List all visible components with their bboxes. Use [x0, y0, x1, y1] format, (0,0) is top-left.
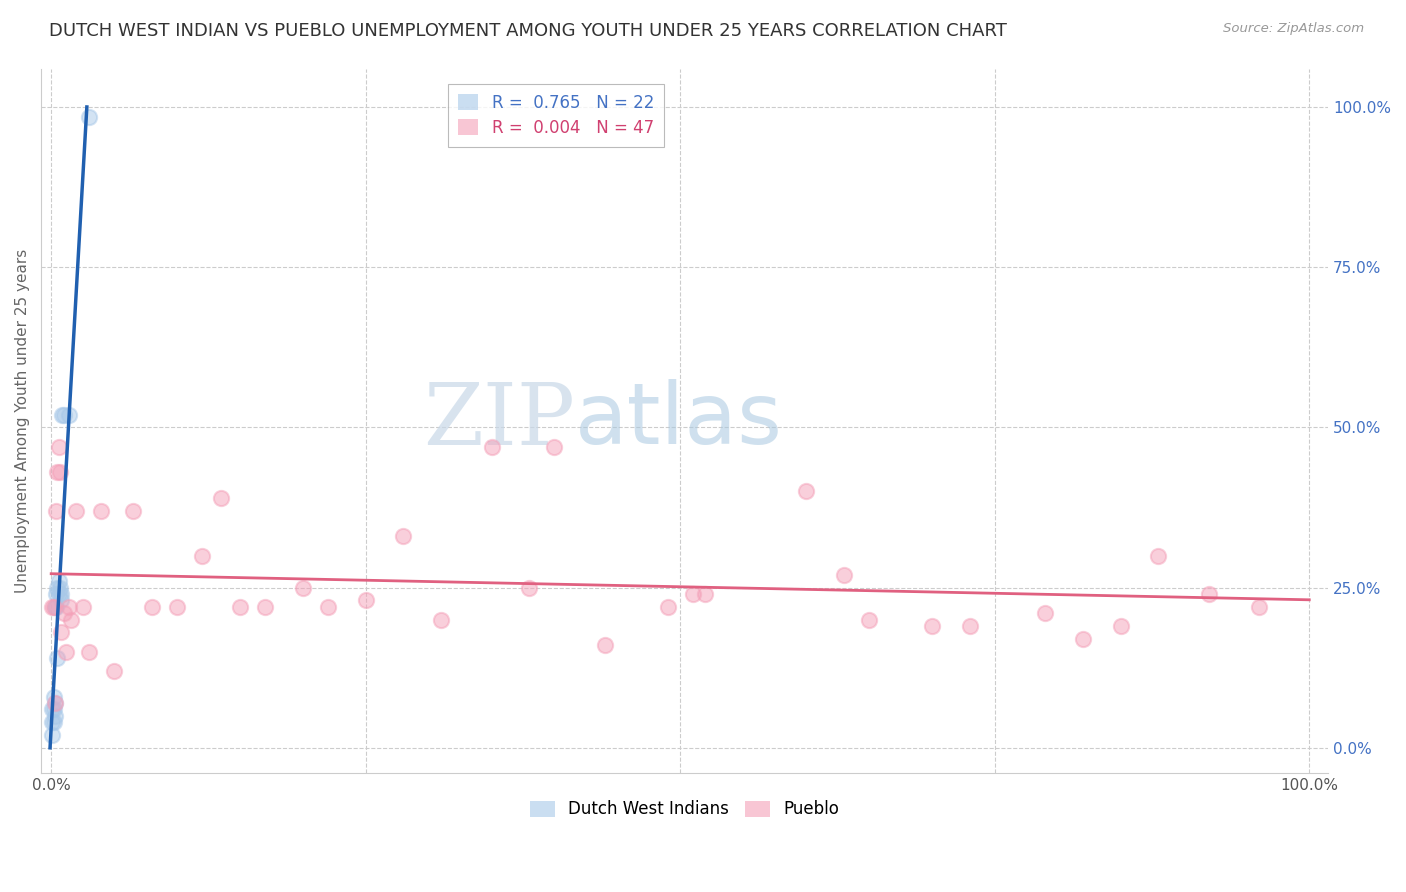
Point: [77, 645, 100, 659]
Point: [51, 587, 73, 601]
Point: [65, 504, 87, 518]
Point: [52, 606, 75, 620]
Point: [1109, 619, 1132, 633]
Point: [794, 484, 817, 499]
Point: [49, 465, 72, 479]
Point: [42, 690, 65, 704]
Point: [72, 599, 94, 614]
Point: [354, 593, 377, 607]
Point: [49, 581, 72, 595]
Point: [45, 504, 67, 518]
Text: atlas: atlas: [575, 379, 783, 462]
Point: [921, 619, 943, 633]
Point: [60, 613, 83, 627]
Point: [1033, 606, 1056, 620]
Point: [41, 715, 63, 730]
Text: DUTCH WEST INDIAN VS PUEBLO UNEMPLOYMENT AMONG YOUTH UNDER 25 YEARS CORRELATION : DUTCH WEST INDIAN VS PUEBLO UNEMPLOYMENT…: [49, 22, 1007, 40]
Point: [52, 408, 75, 422]
Point: [430, 613, 453, 627]
Point: [103, 664, 125, 678]
Text: ZIP: ZIP: [423, 379, 575, 463]
Point: [191, 549, 214, 563]
Point: [46, 581, 69, 595]
Point: [291, 581, 314, 595]
Point: [122, 504, 145, 518]
Point: [593, 638, 616, 652]
Point: [45, 587, 67, 601]
Point: [209, 491, 232, 505]
Point: [44, 708, 66, 723]
Point: [1247, 599, 1270, 614]
Point: [42, 702, 65, 716]
Point: [141, 599, 163, 614]
Point: [55, 645, 77, 659]
Point: [46, 465, 69, 479]
Point: [481, 440, 503, 454]
Point: [229, 599, 252, 614]
Point: [48, 574, 70, 589]
Point: [682, 587, 704, 601]
Point: [1147, 549, 1170, 563]
Point: [46, 651, 69, 665]
Point: [832, 567, 855, 582]
Point: [543, 440, 565, 454]
Point: [48, 587, 70, 601]
Text: Source: ZipAtlas.com: Source: ZipAtlas.com: [1223, 22, 1364, 36]
Point: [41, 599, 63, 614]
Point: [42, 599, 65, 614]
Point: [44, 599, 66, 614]
Point: [45, 599, 67, 614]
Point: [316, 599, 339, 614]
Point: [58, 408, 80, 422]
Point: [90, 504, 112, 518]
Point: [51, 625, 73, 640]
Point: [695, 587, 717, 601]
Point: [41, 728, 63, 742]
Point: [1071, 632, 1094, 646]
Point: [254, 599, 277, 614]
Point: [1198, 587, 1220, 601]
Point: [392, 529, 415, 543]
Point: [858, 613, 880, 627]
Y-axis label: Unemployment Among Youth under 25 years: Unemployment Among Youth under 25 years: [15, 249, 30, 593]
Legend: Dutch West Indians, Pueblo: Dutch West Indians, Pueblo: [523, 794, 846, 825]
Point: [166, 599, 188, 614]
Point: [58, 599, 80, 614]
Point: [44, 696, 66, 710]
Point: [657, 599, 679, 614]
Point: [77, 110, 100, 124]
Point: [41, 702, 63, 716]
Point: [48, 440, 70, 454]
Point: [959, 619, 981, 633]
Point: [517, 581, 540, 595]
Point: [42, 715, 65, 730]
Point: [44, 696, 66, 710]
Point: [51, 593, 73, 607]
Point: [51, 408, 73, 422]
